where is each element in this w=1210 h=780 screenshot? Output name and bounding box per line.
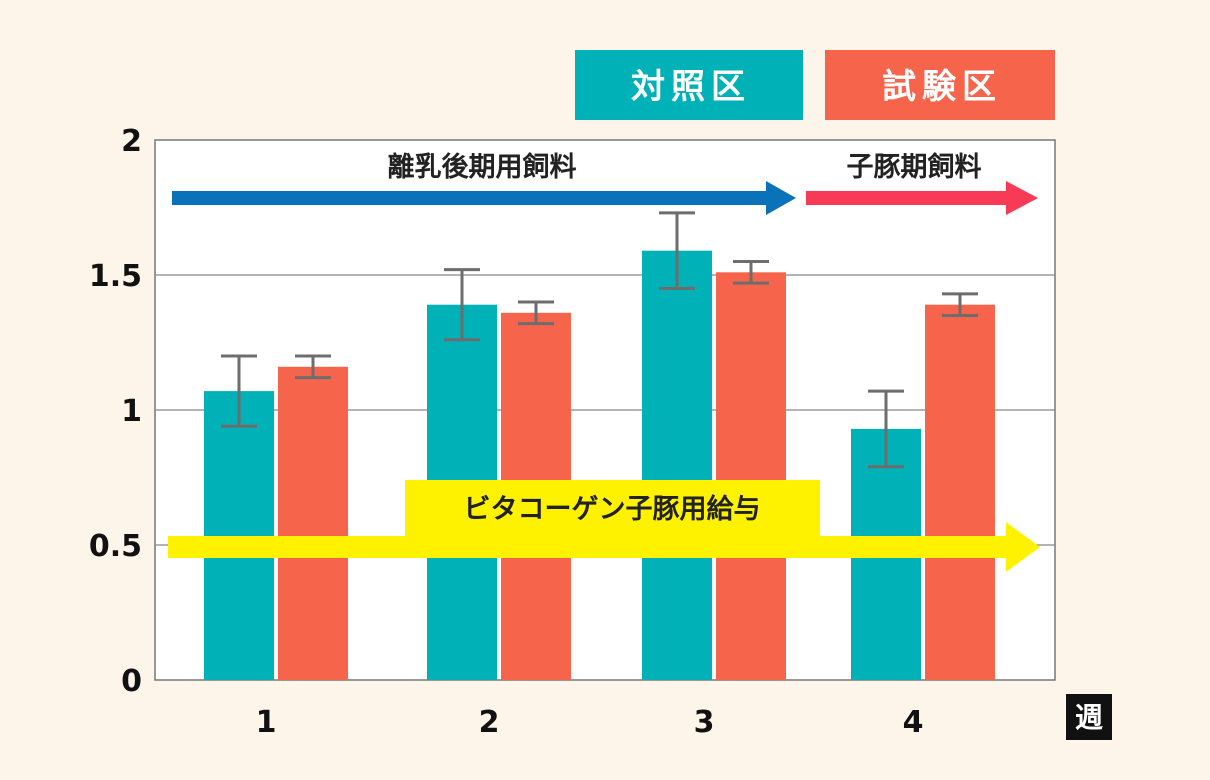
legend: 対照区 試験区 (575, 50, 1055, 120)
error-bar-control-3 (659, 211, 695, 290)
bar-control-3 (642, 250, 712, 680)
x-tick-label: 1 (256, 705, 277, 740)
x-unit-badge: 週 (1066, 694, 1112, 740)
x-tick-label: 3 (694, 705, 715, 740)
error-bar-test-3 (733, 260, 769, 285)
x-tick-label: 2 (479, 705, 500, 740)
vitagen-arrow-head (1006, 522, 1040, 572)
error-bar-test-2 (518, 300, 554, 326)
piglet-feed-annotation: 子豚期飼料 (806, 151, 1038, 215)
vitagen-arrow-shaft (168, 536, 1010, 558)
vitagen-annotation: ビタコーゲン子豚用給与 (168, 480, 1040, 572)
y-tick-label: 2 (121, 124, 142, 159)
error-bar-control-1 (221, 354, 257, 428)
legend-swatch-control (575, 50, 803, 120)
piglet-feed-arrow-shaft (806, 191, 1012, 205)
error-bar-control-2 (444, 268, 480, 342)
y-tick-label: 0 (121, 664, 142, 699)
x-unit-box (1066, 694, 1112, 740)
legend-label-control: 対照区 (631, 67, 751, 107)
x-axis-labels: 1 2 3 4 (256, 705, 924, 740)
y-tick-label: 0.5 (89, 529, 142, 564)
x-unit-label: 週 (1075, 701, 1103, 734)
y-tick-label: 1 (121, 394, 142, 429)
bar-control-1 (204, 391, 274, 680)
y-tick-label: 1.5 (89, 259, 142, 294)
piglet-feed-label: 子豚期飼料 (847, 151, 982, 183)
late-weaning-feed-annotation: 離乳後期用飼料 (172, 151, 796, 215)
vitagen-label: ビタコーゲン子豚用給与 (464, 493, 761, 525)
late-weaning-arrow-head (766, 181, 796, 215)
late-weaning-arrow-shaft (172, 191, 772, 205)
error-bar-control-4 (868, 389, 904, 469)
legend-swatch-test (825, 50, 1055, 120)
legend-item-test: 試験区 (825, 50, 1055, 120)
bar-test-4 (925, 304, 995, 680)
piglet-feed-arrow-head (1006, 181, 1038, 215)
error-bar-test-1 (295, 354, 331, 380)
legend-item-control: 対照区 (575, 50, 803, 120)
y-axis-ticks: 0 0.5 1 1.5 2 (89, 124, 142, 699)
error-bars (221, 211, 978, 469)
bar-test-1 (278, 366, 348, 680)
legend-label-test: 試験区 (882, 67, 1002, 107)
vitagen-label-box (405, 480, 820, 536)
error-bar-test-4 (942, 292, 978, 317)
late-weaning-feed-label: 離乳後期用飼料 (388, 151, 577, 183)
x-tick-label: 4 (903, 705, 924, 740)
bar-test-3 (716, 272, 786, 680)
